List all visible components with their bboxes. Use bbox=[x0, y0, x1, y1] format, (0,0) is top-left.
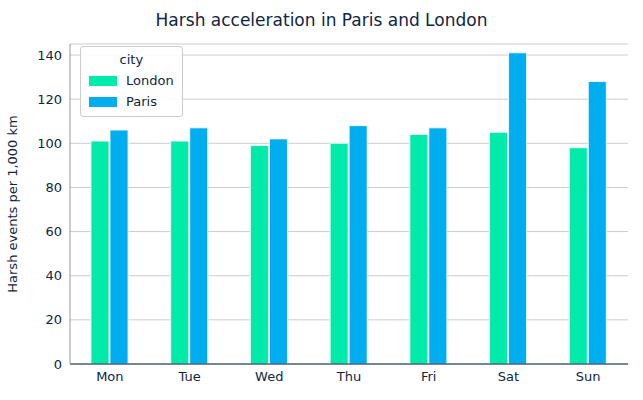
svg-text:Wed: Wed bbox=[255, 369, 283, 384]
svg-text:Harsh events per 1,000 km: Harsh events per 1,000 km bbox=[5, 115, 20, 292]
svg-text:100: 100 bbox=[37, 136, 62, 151]
svg-text:80: 80 bbox=[45, 180, 62, 195]
svg-text:120: 120 bbox=[37, 92, 62, 107]
html-text:Harsh acceleration in Paris an: Harsh acceleration in Paris and London bbox=[155, 10, 488, 30]
svg-text:Thu: Thu bbox=[336, 369, 361, 384]
svg-text:Sat: Sat bbox=[498, 369, 519, 384]
svg-text:Mon: Mon bbox=[96, 369, 123, 384]
html-text:Paris: Paris bbox=[126, 94, 157, 109]
svg-text:Fri: Fri bbox=[421, 369, 437, 384]
html-text:London: London bbox=[126, 73, 174, 88]
svg-text:140: 140 bbox=[37, 48, 62, 63]
svg-text:60: 60 bbox=[45, 224, 62, 239]
svg-text:0: 0 bbox=[54, 357, 62, 372]
svg-text:Sun: Sun bbox=[576, 369, 601, 384]
svg-text:40: 40 bbox=[45, 268, 62, 283]
html-text:city: city bbox=[119, 52, 144, 67]
svg-text:20: 20 bbox=[45, 312, 62, 327]
svg-text:Tue: Tue bbox=[177, 369, 200, 384]
